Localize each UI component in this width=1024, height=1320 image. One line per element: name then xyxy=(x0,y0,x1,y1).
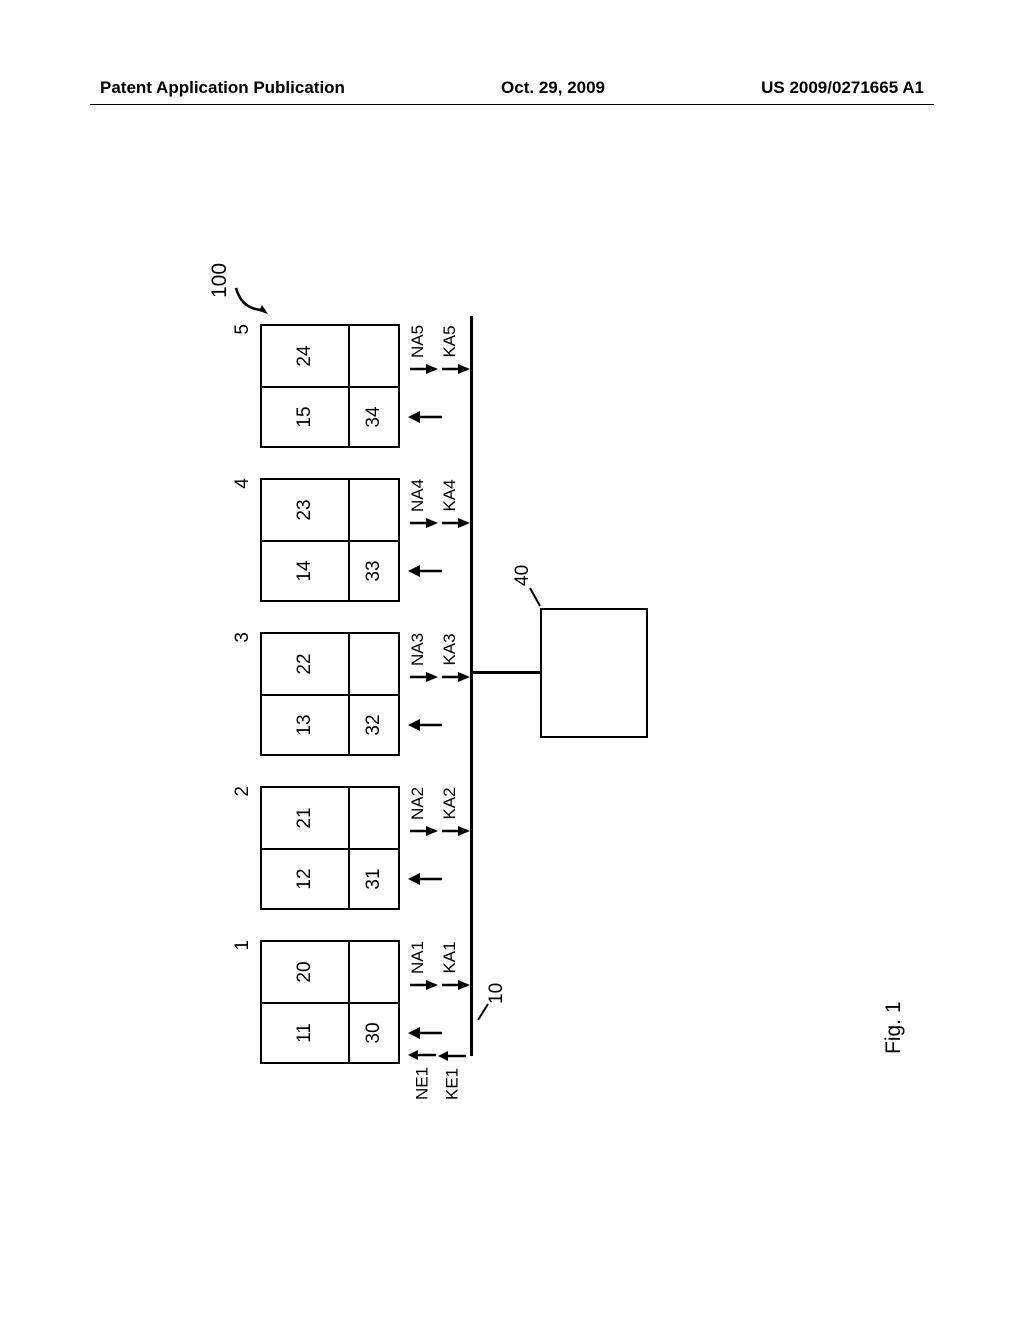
block-2-index: 2 xyxy=(232,786,254,797)
input-arrow-up-icon-2 xyxy=(438,1049,468,1063)
block-5: 5 15 24 34 NA5 KA5 xyxy=(260,324,400,448)
block-3-bot-left: 32 xyxy=(350,694,398,754)
block-1-output-labels: NA1 KA1 xyxy=(408,941,470,992)
ka2-arrow-down-icon xyxy=(440,824,470,838)
na2-label: NA2 xyxy=(408,787,428,820)
block-3: 3 13 22 32 NA3 KA3 xyxy=(260,632,400,756)
page: Patent Application Publication Oct. 29, … xyxy=(0,0,1024,1320)
block-1-index: 1 xyxy=(232,940,254,951)
block-1-bot-left: 30 xyxy=(350,1002,398,1062)
ref-100-leader xyxy=(228,274,268,314)
input-arrow-up-icon xyxy=(408,1048,438,1062)
block-5-cell-right: 24 xyxy=(262,326,348,386)
bus-arrow-up-icon xyxy=(408,1024,444,1042)
ka3-label: KA3 xyxy=(440,633,460,665)
header-rule xyxy=(90,104,934,105)
ka5-arrow-down-icon xyxy=(440,362,470,376)
block-4-bot-empty xyxy=(350,480,398,540)
ka3-arrow-down-icon xyxy=(440,670,470,684)
block-4-output-labels: NA4 KA4 xyxy=(408,479,470,530)
na1-label: NA1 xyxy=(408,941,428,974)
block-2-bus-arrow xyxy=(408,870,449,888)
block-1: 1 11 20 30 NE1 xyxy=(260,940,400,1064)
header-right: US 2009/0271665 A1 xyxy=(761,78,924,98)
block-4-bot: 33 xyxy=(350,478,400,602)
blocks-row: 1 11 20 30 NE1 xyxy=(260,324,400,1064)
block-5-bot-empty xyxy=(350,326,398,386)
bus-label-10: 10 xyxy=(486,983,508,1004)
block-1-input-labels: NE1 KE1 xyxy=(408,1048,468,1100)
block-4-bus-arrow xyxy=(408,562,449,580)
bus-10-leader xyxy=(476,1002,490,1022)
header-left: Patent Application Publication xyxy=(100,78,345,98)
block-2-top: 12 21 xyxy=(260,786,350,910)
block-3-cell-left: 13 xyxy=(262,694,348,754)
block-4-bot-left: 33 xyxy=(350,540,398,600)
ne1-ke1: NE1 KE1 xyxy=(408,1048,468,1100)
na2-arrow-down-icon xyxy=(408,824,438,838)
block-3-top: 13 22 xyxy=(260,632,350,756)
block-2-cell-left: 12 xyxy=(262,848,348,908)
block-3-bot: 32 xyxy=(350,632,400,756)
block-3-cell-right: 22 xyxy=(262,634,348,694)
bus-arrow-up-icon xyxy=(408,562,444,580)
na3-label: NA3 xyxy=(408,633,428,666)
ka5-label: KA5 xyxy=(440,325,460,357)
bus-arrow-up-icon xyxy=(408,408,444,426)
block-2-bot-left: 31 xyxy=(350,848,398,908)
header-center: Oct. 29, 2009 xyxy=(501,78,605,98)
block-1-bot-empty xyxy=(350,942,398,1002)
figure-label: Fig. 1 xyxy=(882,1001,906,1054)
box40-leader xyxy=(528,586,542,608)
block-1-cell-right: 20 xyxy=(262,942,348,1002)
ka2-label: KA2 xyxy=(440,787,460,819)
block-4-index: 4 xyxy=(232,478,254,489)
ka1-arrow-down-icon xyxy=(440,978,470,992)
block-5-index: 5 xyxy=(232,324,254,335)
block-4: 4 14 23 33 NA4 KA4 xyxy=(260,478,400,602)
block-5-cell-left: 15 xyxy=(262,386,348,446)
figure-1-diagram: 100 1 11 20 30 NE1 xyxy=(0,160,1000,1184)
na3-arrow-down-icon xyxy=(408,670,438,684)
ne1-label: NE1 xyxy=(412,1067,431,1100)
box40-label: 40 xyxy=(512,565,534,586)
block-5-bus-arrow xyxy=(408,408,449,426)
page-header: Patent Application Publication Oct. 29, … xyxy=(0,78,1024,98)
na5-arrow-down-icon xyxy=(408,362,438,376)
block-1-top: 11 20 xyxy=(260,940,350,1064)
box40-connector xyxy=(472,672,540,675)
block-1-cell-left: 11 xyxy=(262,1002,348,1062)
block-1-bus-arrow xyxy=(408,1024,449,1042)
block-3-bot-empty xyxy=(350,634,398,694)
na5-label: NA5 xyxy=(408,325,428,358)
block-4-top: 14 23 xyxy=(260,478,350,602)
block-2: 2 12 21 31 NA2 KA2 xyxy=(260,786,400,910)
block-5-bot-left: 34 xyxy=(350,386,398,446)
block-5-bot: 34 xyxy=(350,324,400,448)
block-2-bot: 31 xyxy=(350,786,400,910)
block-3-index: 3 xyxy=(232,632,254,643)
bus-arrow-up-icon xyxy=(408,870,444,888)
ka4-label: KA4 xyxy=(440,479,460,511)
box-40 xyxy=(540,608,648,738)
block-3-output-labels: NA3 KA3 xyxy=(408,633,470,684)
block-2-bot-empty xyxy=(350,788,398,848)
na4-arrow-down-icon xyxy=(408,516,438,530)
block-5-output-labels: NA5 KA5 xyxy=(408,325,470,376)
block-5-top: 15 24 xyxy=(260,324,350,448)
na4-label: NA4 xyxy=(408,479,428,512)
bus-line xyxy=(470,316,473,1056)
ka4-arrow-down-icon xyxy=(440,516,470,530)
ke1-label: KE1 xyxy=(442,1068,461,1100)
block-3-bus-arrow xyxy=(408,716,449,734)
block-2-output-labels: NA2 KA2 xyxy=(408,787,470,838)
ka1-label: KA1 xyxy=(440,941,460,973)
block-4-cell-right: 23 xyxy=(262,480,348,540)
block-1-bot: 30 xyxy=(350,940,400,1064)
na1-arrow-down-icon xyxy=(408,978,438,992)
bus-arrow-up-icon xyxy=(408,716,444,734)
block-2-cell-right: 21 xyxy=(262,788,348,848)
block-4-cell-left: 14 xyxy=(262,540,348,600)
